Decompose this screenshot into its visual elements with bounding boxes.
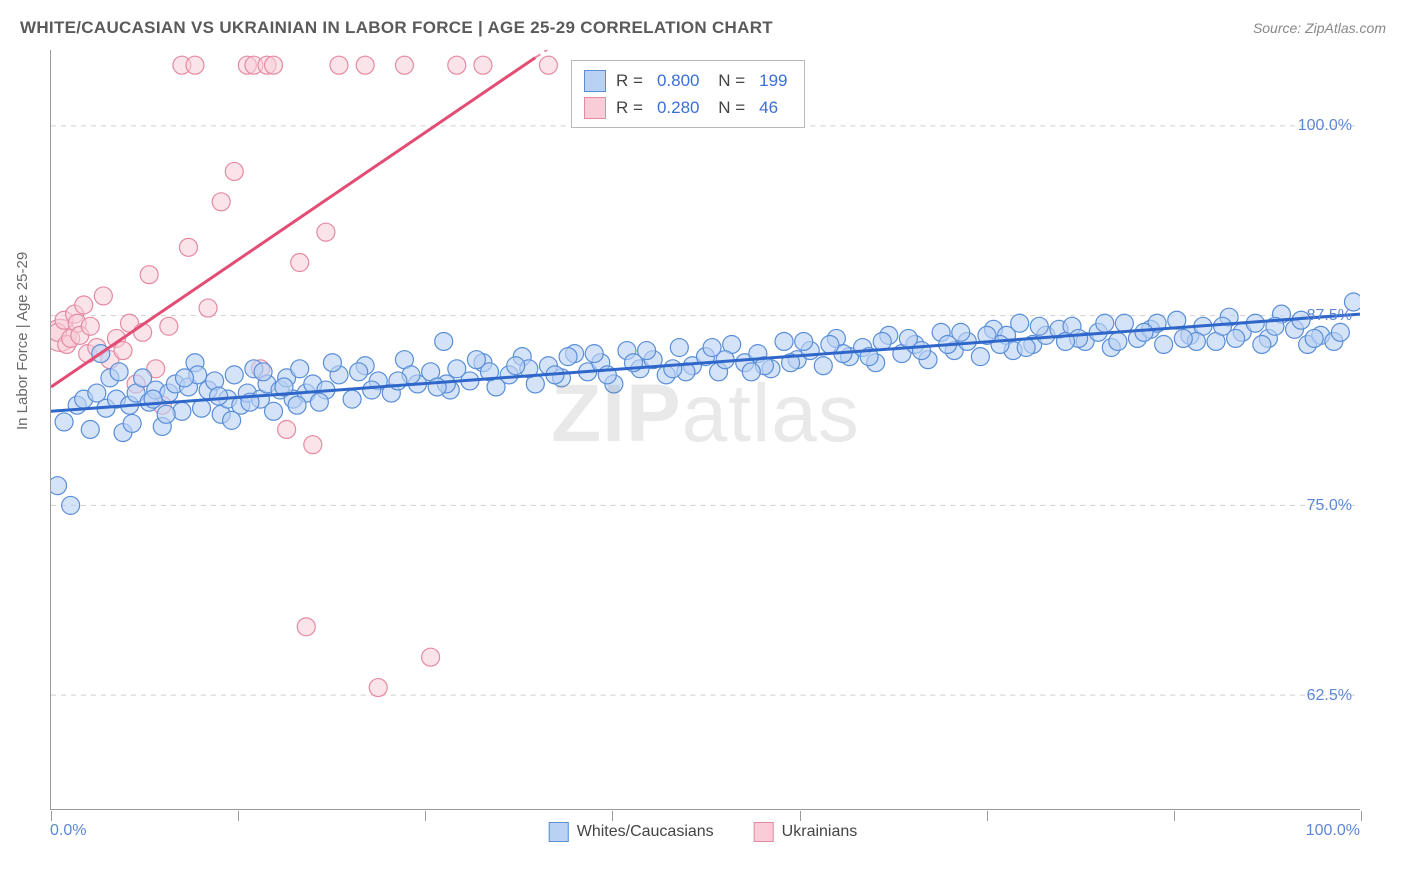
legend-item-1: Whites/Caucasians — [549, 822, 714, 842]
y-tick-label: 100.0% — [1298, 117, 1352, 135]
x-tick — [1361, 811, 1362, 821]
stats-row-series1: R =0.800 N =199 — [584, 67, 792, 94]
x-tick — [987, 811, 988, 821]
x-axis-max-label: 100.0% — [1306, 822, 1360, 840]
stats-row-series2: R =0.280 N =46 — [584, 94, 792, 121]
y-axis-title: In Labor Force | Age 25-29 — [14, 252, 31, 430]
source-label: Source: ZipAtlas.com — [1253, 20, 1386, 36]
x-tick — [612, 811, 613, 821]
stats-box: R =0.800 N =199 R =0.280 N =46 — [571, 60, 805, 128]
x-tick — [425, 811, 426, 821]
x-tick — [238, 811, 239, 821]
y-tick-label: 87.5% — [1307, 307, 1352, 325]
x-tick — [1174, 811, 1175, 821]
chart-title: WHITE/CAUCASIAN VS UKRAINIAN IN LABOR FO… — [20, 18, 773, 38]
stats-swatch-2 — [584, 97, 606, 119]
legend-swatch-1 — [549, 822, 569, 842]
y-tick-label: 62.5% — [1307, 687, 1352, 705]
plot-area: ZIPatlas R =0.800 N =199 R =0.280 N =46 … — [50, 50, 1360, 810]
x-tick — [800, 811, 801, 821]
stats-swatch-1 — [584, 70, 606, 92]
x-axis-min-label: 0.0% — [50, 822, 86, 840]
legend-item-2: Ukrainians — [754, 822, 858, 842]
y-tick-label: 75.0% — [1307, 497, 1352, 515]
x-tick — [51, 811, 52, 821]
legend-bottom: Whites/Caucasians Ukrainians — [549, 822, 858, 842]
chart-svg — [51, 50, 1360, 809]
legend-swatch-2 — [754, 822, 774, 842]
